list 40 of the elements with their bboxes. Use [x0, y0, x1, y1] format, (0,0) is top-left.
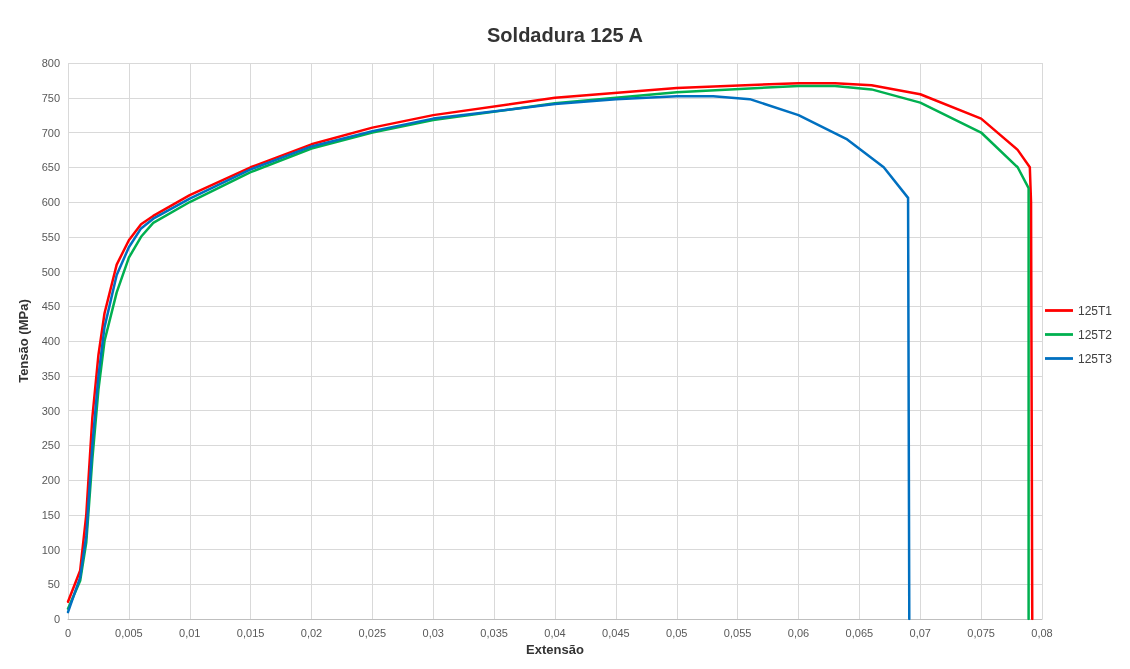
- y-tick-label: 750: [41, 91, 60, 104]
- y-tick-label: 50: [47, 578, 60, 591]
- y-tick-label: 500: [41, 265, 60, 278]
- x-axis-title: Extensão: [526, 642, 584, 657]
- y-tick-label: 200: [41, 474, 60, 487]
- x-tick-label: 0,07: [909, 626, 931, 639]
- x-tick-label: 0,075: [967, 626, 995, 639]
- x-tick-label: 0,02: [300, 626, 323, 639]
- legend-label: 125T3: [1077, 351, 1113, 366]
- x-tick-label: 0,03: [422, 626, 444, 639]
- x-tick-label: 0,08: [1031, 626, 1053, 639]
- y-tick-label: 0: [53, 613, 60, 626]
- x-tick-label: 0,06: [787, 626, 810, 639]
- y-tick-label: 700: [41, 126, 60, 139]
- y-tick-label: 250: [41, 439, 60, 452]
- y-tick-label: 600: [41, 196, 60, 209]
- y-tick-label: 400: [41, 335, 60, 348]
- legend-label: 125T1: [1077, 303, 1113, 318]
- y-tick-label: 350: [41, 369, 60, 382]
- y-tick-label: 650: [41, 161, 60, 174]
- x-tick-label: 0: [64, 626, 72, 639]
- legend-label: 125T2: [1077, 327, 1113, 342]
- x-tick-label: 0,05: [666, 626, 688, 639]
- y-tick-label: 450: [41, 300, 60, 313]
- x-tick-label: 0,065: [845, 626, 874, 639]
- x-tick-label: 0,055: [723, 626, 752, 639]
- y-axis-title: Tensão (MPa): [16, 299, 31, 383]
- y-tick-label: 800: [41, 57, 60, 69]
- y-tick-label: 100: [41, 543, 60, 556]
- x-tick-label: 0,04: [544, 626, 566, 639]
- x-tick-label: 0,025: [358, 626, 387, 639]
- y-tick-label: 550: [41, 230, 60, 243]
- y-tick-label: 300: [41, 404, 60, 417]
- chart-title: Soldadura 125 A: [487, 24, 643, 46]
- x-tick-label: 0,01: [179, 626, 201, 639]
- x-tick-label: 0,005: [115, 626, 143, 639]
- x-tick-label: 0,035: [480, 626, 508, 639]
- x-tick-label: 0,015: [236, 626, 265, 639]
- y-tick-label: 150: [41, 508, 60, 521]
- x-tick-label: 0,045: [602, 626, 630, 639]
